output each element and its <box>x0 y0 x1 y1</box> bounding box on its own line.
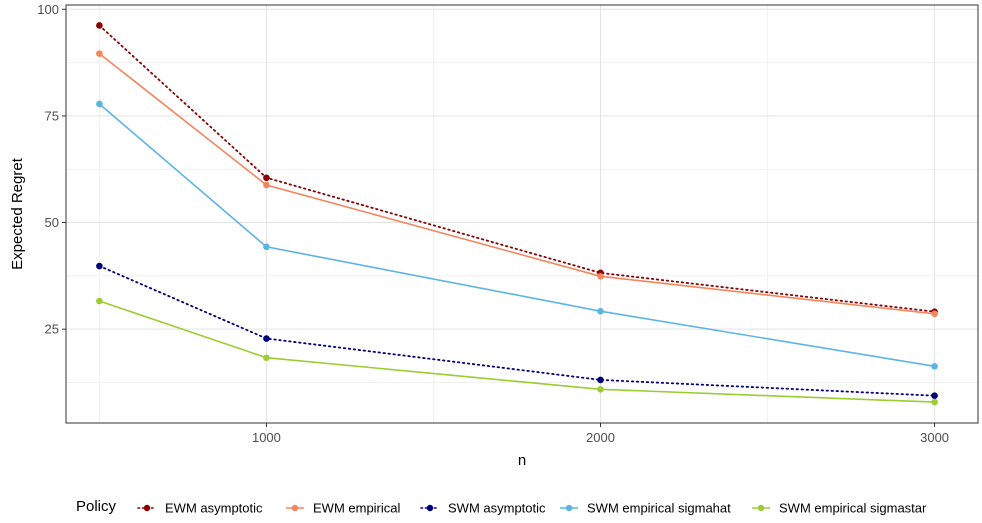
data-point <box>597 376 604 384</box>
data-point <box>263 174 270 182</box>
data-point <box>96 100 103 108</box>
data-point <box>263 354 270 362</box>
data-point <box>263 181 270 189</box>
y-axis-title: Expected Regret <box>9 157 26 270</box>
series-line <box>98 52 935 315</box>
series-layer <box>96 22 938 406</box>
data-point <box>931 362 938 370</box>
legend-label: SWM empirical sigmahat <box>587 501 731 516</box>
plot-border <box>65 4 979 424</box>
y-tick-label: 25 <box>45 322 59 337</box>
legend-item: EWM asymptotic <box>137 501 263 516</box>
series-2 <box>96 262 938 400</box>
legend-key-point <box>757 504 765 512</box>
data-point <box>96 262 103 270</box>
legend-key-point <box>565 504 573 512</box>
data-point <box>96 50 103 57</box>
legend-key-point <box>143 504 151 512</box>
series-4 <box>96 297 938 406</box>
x-tick-label: 2000 <box>586 430 615 445</box>
legend-label: EWM empirical <box>313 501 401 516</box>
plot-panel <box>66 5 978 423</box>
data-point <box>931 398 938 406</box>
legend-key-point <box>426 504 434 512</box>
data-point <box>96 297 103 305</box>
x-axis: 1000 2000 3000 <box>252 423 949 445</box>
legend: Policy EWM asymptotic EWM empirical SWM as… <box>76 498 927 516</box>
data-point <box>597 386 604 393</box>
x-tick-label: 1000 <box>252 430 281 445</box>
series-1 <box>96 50 938 318</box>
data-point <box>931 310 938 318</box>
data-point <box>597 307 604 315</box>
legend-item: SWM asymptotic <box>420 501 546 516</box>
series-line <box>98 265 936 397</box>
y-axis: 25 50 75 100 <box>37 2 66 337</box>
legend-item: EWM empirical <box>286 501 401 516</box>
y-tick-label: 100 <box>37 2 59 17</box>
y-tick-label: 75 <box>45 108 59 123</box>
legend-key-point <box>291 504 299 512</box>
legend-title: Policy <box>76 498 117 515</box>
series-line <box>99 300 935 403</box>
legend-item: SWM empirical sigmastar <box>752 501 927 516</box>
data-point <box>597 272 604 280</box>
legend-label: EWM asymptotic <box>165 501 263 516</box>
series-line <box>98 24 936 313</box>
grid <box>66 5 978 423</box>
data-point <box>931 392 938 400</box>
data-point <box>263 243 270 251</box>
y-tick-label: 50 <box>45 215 59 230</box>
data-point <box>96 22 103 29</box>
data-point <box>263 335 270 342</box>
x-axis-title: n <box>518 452 526 469</box>
legend-label: SWM asymptotic <box>448 501 546 516</box>
legend-label: SWM empirical sigmastar <box>779 501 927 516</box>
x-tick-label: 3000 <box>920 430 949 445</box>
legend-item: SWM empirical sigmahat <box>560 501 731 516</box>
series-3 <box>96 100 938 370</box>
series-line <box>98 103 935 368</box>
